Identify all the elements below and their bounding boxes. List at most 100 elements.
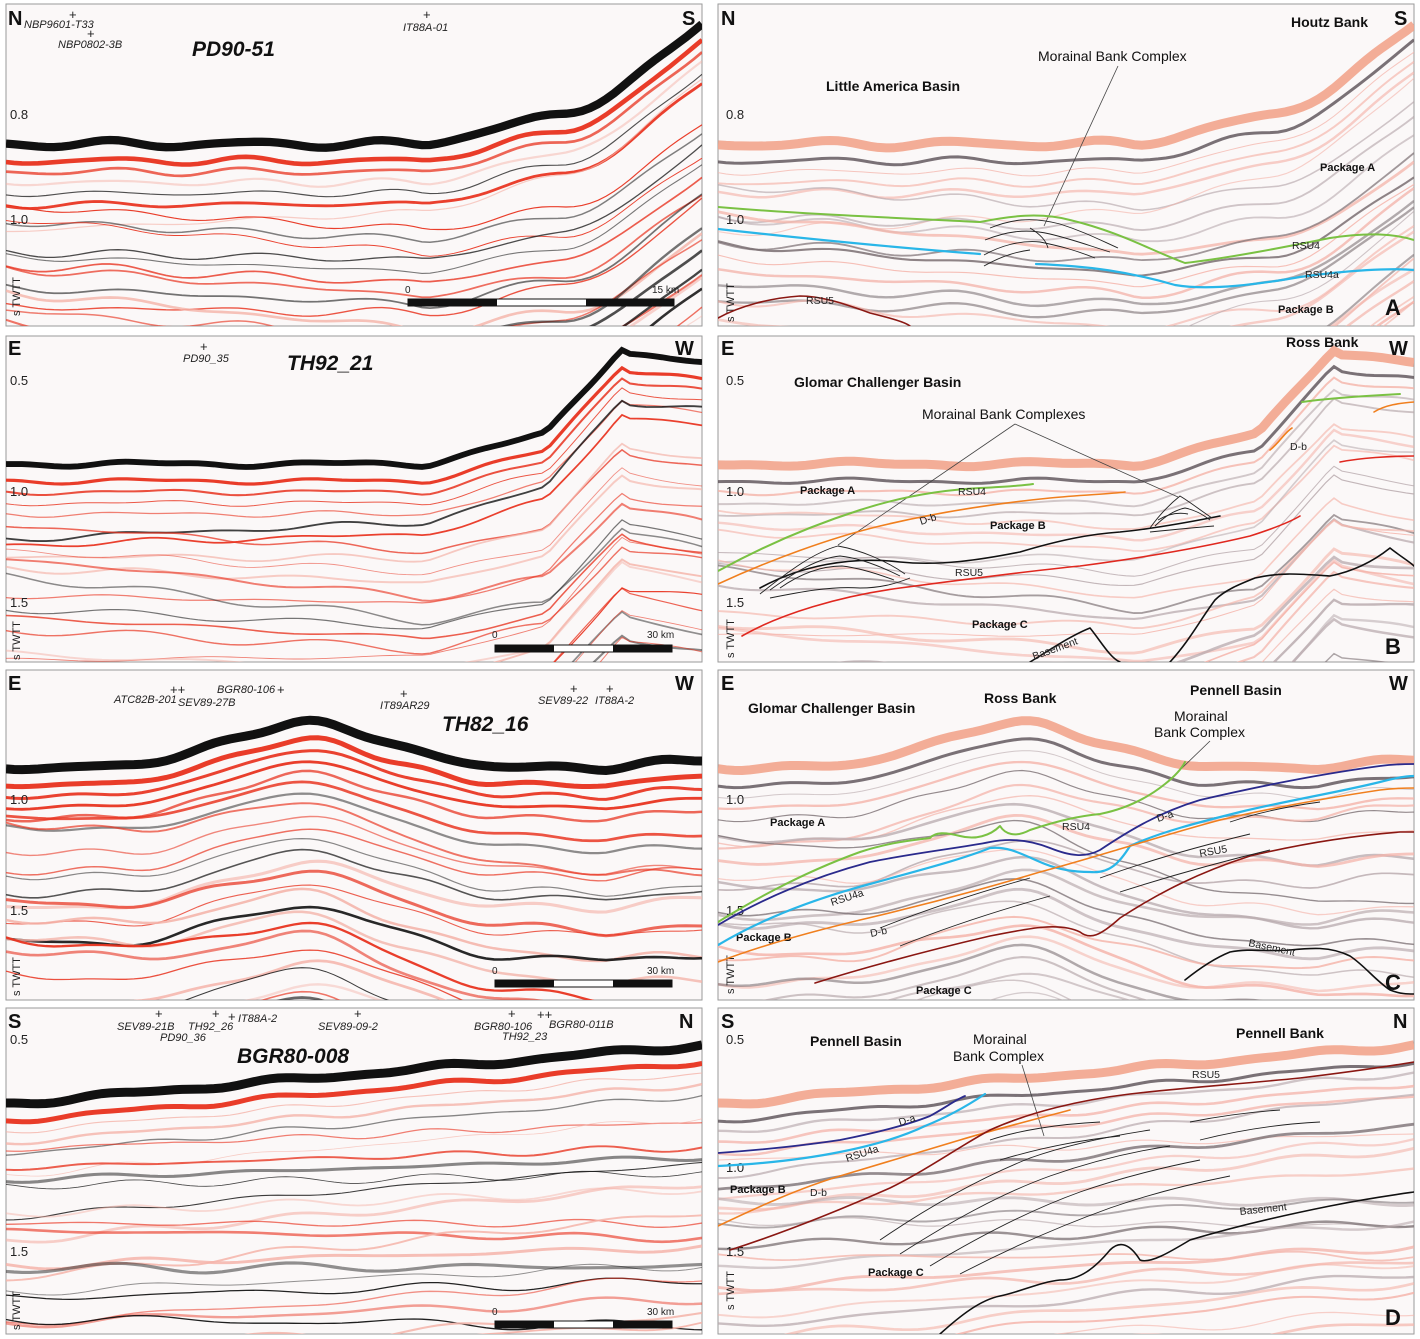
panel-C-rsu4a-line	[718, 774, 1414, 947]
seismic-reflector	[718, 513, 1414, 615]
panel-B-letter: B	[1385, 634, 1401, 659]
seismic-reflector	[6, 884, 702, 936]
panel-A-raw-title: PD90-51	[192, 38, 275, 61]
panel-B-interp-dir-left: E	[721, 338, 734, 360]
station-marker: +	[155, 1006, 163, 1021]
panel-D-interp-tick-1: 1.0	[726, 1160, 744, 1175]
panel-B-region-ross-bank: Ross Bank	[1286, 334, 1359, 350]
panel-B-interp-tick-2: 1.5	[726, 595, 744, 610]
panel-C-letter: C	[1385, 970, 1401, 995]
panel-C-interp-seismic	[718, 716, 1414, 1000]
panel-C-package-c: Package C	[916, 985, 972, 997]
seismic-reflector	[6, 848, 702, 901]
seismic-reflector	[835, 555, 1414, 662]
panel-B-raw-dir-left: E	[8, 338, 21, 360]
seismic-reflector	[6, 387, 702, 507]
seismic-reflector	[718, 868, 1414, 926]
seismic-reflector	[6, 164, 702, 274]
seismic-reflector	[128, 959, 448, 1000]
panel-D-interp-dir-right: N	[1393, 1011, 1407, 1033]
seismic-reflector	[6, 1218, 702, 1228]
panel-D-station-1: SEV89-21B	[117, 1021, 174, 1033]
panel-C-station-2: SEV89-27B	[178, 697, 235, 709]
panel-D-annotation-leader	[1021, 1064, 1045, 1137]
panel-D-package-b: Package B	[730, 1184, 786, 1196]
seismic-reflector	[886, 972, 1132, 1000]
panel-D-basement-line	[939, 1191, 1414, 1334]
panel-B-interp-axis-label: s TWTT	[725, 619, 737, 658]
panel-B-package-c: Package C	[972, 619, 1028, 631]
seismic-reflector	[6, 1155, 702, 1184]
seismic-reflector	[6, 467, 702, 576]
panel-C-package-a: Package A	[770, 817, 825, 829]
seismic-reflector	[718, 737, 1414, 790]
seismic-reflector	[6, 1061, 702, 1125]
panel-D-label-da: D-a	[897, 1112, 917, 1129]
panel-B-basement-line	[1029, 547, 1414, 662]
panel-A-station-3: IT88A-01	[403, 22, 448, 34]
seismic-reflector	[6, 1094, 702, 1156]
panel-A-raw-axis-label: s TWTT	[11, 277, 23, 316]
panel-A-raw-tick-1: 1.0	[10, 212, 28, 227]
panel-D-station-4: IT88A-2	[238, 1013, 277, 1025]
seismic-reflector	[6, 448, 702, 555]
panel-B-black-unconformity	[759, 515, 1221, 589]
panel-D-interp-dir-left: S	[721, 1011, 734, 1033]
seismic-reflector	[184, 967, 390, 1000]
panel-A-raw-tick-0: 0.8	[10, 107, 28, 122]
panel-A-annotation: Morainal Bank Complex	[1038, 48, 1187, 64]
seismic-reflector	[553, 587, 702, 662]
panel-D-db-line	[718, 1109, 1071, 1227]
seismic-reflector	[718, 900, 1414, 979]
seismic-reflector	[6, 921, 595, 1000]
seismic-reflector	[718, 423, 1414, 531]
station-marker: +	[87, 26, 95, 41]
seismic-reflector	[915, 979, 1073, 1000]
panel-C-label-db: D-b	[869, 925, 888, 940]
seismic-reflector	[6, 176, 702, 284]
panel-B-annotation-leader-2	[1014, 423, 1179, 498]
seismic-reflector	[6, 760, 702, 811]
seismic-reflector	[718, 474, 1414, 586]
seismic-reflector	[718, 61, 1414, 188]
panel-B-rsu4-line-west	[1301, 393, 1401, 403]
seismic-reflector	[718, 519, 1414, 630]
panel-C-station-6: IT88A-2	[595, 695, 634, 707]
panel-C-raw-frame	[5, 669, 703, 1001]
panel-A-region-little-america: Little America Basin	[826, 78, 960, 94]
panel-C-interp-axis-label: s TWTT	[725, 955, 737, 994]
panel-D-raw-title: BGR80-008	[237, 1045, 349, 1068]
seismic-reflector	[718, 176, 1414, 277]
seismic-reflector	[6, 929, 544, 1000]
station-marker: +	[200, 339, 208, 354]
panel-A-scale-bar	[407, 298, 675, 307]
seismic-reflector	[6, 560, 702, 662]
panel-C-station-3: BGR80-106	[217, 684, 276, 696]
seismic-reflector	[6, 193, 702, 309]
seismic-reflector	[6, 949, 464, 1000]
seismic-reflector	[718, 1167, 1414, 1215]
panel-B-rsu5-line	[741, 515, 1301, 637]
station-marker: +	[508, 1006, 516, 1021]
panel-D-region-pennell-basin: Pennell Basin	[810, 1033, 902, 1049]
panel-B-annotation: Morainal Bank Complexes	[922, 406, 1085, 422]
seismic-reflector	[6, 780, 702, 843]
seismic-reflector	[718, 497, 1414, 599]
seismic-reflector	[1132, 1323, 1414, 1334]
seismic-reflector	[718, 750, 1414, 800]
panel-D-raw-tick-0: 0.5	[10, 1032, 28, 1047]
panel-A-scale-start: 0	[405, 285, 411, 296]
panel-C-region-glomar-challenger: Glomar Challenger Basin	[748, 700, 915, 716]
seismic-reflector	[718, 364, 1414, 485]
seismic-reflector	[6, 837, 702, 897]
seismic-reflector	[6, 157, 702, 257]
panel-B-interp-seismic	[718, 345, 1414, 662]
seismic-reflector	[718, 1196, 1414, 1207]
seismic-reflector	[6, 533, 702, 640]
seismic-reflector	[783, 1282, 1414, 1334]
seismic-reflector	[718, 1274, 1414, 1328]
panel-C-station-4: IT89AR29	[380, 700, 430, 712]
seismic-reflector	[718, 848, 1414, 916]
panel-B-rsu5-line-west	[1339, 455, 1414, 463]
seismic-reflector	[718, 1220, 1414, 1251]
